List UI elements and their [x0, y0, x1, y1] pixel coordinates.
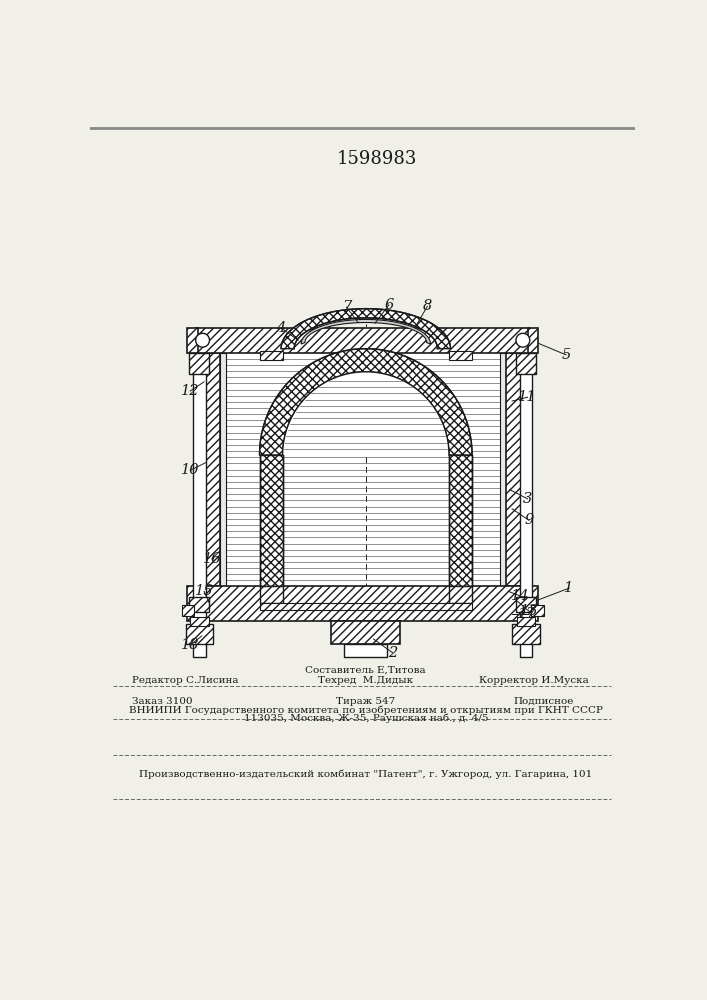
Text: 7: 7 [342, 300, 351, 314]
Text: 15: 15 [195, 584, 214, 598]
Text: 11: 11 [518, 390, 537, 404]
Text: 6: 6 [385, 298, 394, 312]
Bar [189, 597, 209, 612]
Text: 17: 17 [518, 607, 537, 621]
Text: 8: 8 [423, 299, 432, 313]
Bar [182, 605, 194, 616]
Bar [517, 617, 535, 626]
Bar [193, 353, 206, 657]
Circle shape [516, 333, 530, 347]
Bar [449, 351, 472, 360]
Bar [259, 351, 283, 360]
Bar [516, 597, 536, 612]
Bar [506, 353, 529, 586]
Bar [516, 353, 536, 374]
Text: 1: 1 [564, 581, 573, 595]
Text: Составитель Е,Титова: Составитель Е,Титова [305, 666, 426, 675]
Bar [219, 353, 226, 586]
Polygon shape [281, 309, 450, 349]
Text: 5: 5 [561, 348, 571, 362]
Bar [520, 353, 532, 657]
Text: 16: 16 [202, 552, 221, 566]
Text: 9: 9 [525, 513, 534, 527]
Bar [189, 353, 209, 374]
Text: 12: 12 [181, 384, 199, 398]
Bar [331, 620, 400, 644]
Bar [344, 644, 387, 657]
Text: 3: 3 [523, 492, 532, 506]
Polygon shape [259, 349, 472, 455]
Text: 14: 14 [510, 589, 529, 603]
Text: Тираж 547: Тираж 547 [336, 697, 395, 706]
Bar [449, 455, 472, 586]
Text: 13: 13 [520, 604, 538, 618]
Text: 4: 4 [276, 321, 286, 335]
Text: Корректор И.Муска: Корректор И.Муска [479, 676, 589, 685]
Bar [187, 328, 198, 353]
Polygon shape [301, 319, 431, 344]
Text: Производственно-издательский комбинат "Патент", г. Ужгород, ул. Гагарина, 101: Производственно-издательский комбинат "П… [139, 770, 592, 779]
Text: 2: 2 [388, 646, 397, 660]
Text: 113035, Москва, Ж-35, Раушская наб., д. 4/5: 113035, Москва, Ж-35, Раушская наб., д. … [243, 714, 488, 723]
Text: 1598983: 1598983 [337, 149, 418, 167]
Bar [532, 605, 544, 616]
Bar [219, 353, 506, 586]
Bar [449, 586, 472, 603]
Bar [527, 328, 538, 353]
Polygon shape [283, 372, 449, 455]
Bar [187, 586, 538, 620]
Bar [190, 617, 209, 626]
Text: Подписное: Подписное [514, 697, 574, 706]
Bar [259, 603, 472, 610]
Bar [500, 353, 506, 586]
Text: ВНИИПИ Государственного комитета по изобретениям и открытиям при ГКНТ СССР: ВНИИПИ Государственного комитета по изоб… [129, 706, 603, 715]
Text: Техред  М.Дидык: Техред М.Дидык [318, 676, 414, 685]
Text: Редактор С.Лисина: Редактор С.Лисина [132, 676, 239, 685]
Text: 18: 18 [181, 638, 199, 652]
Circle shape [196, 333, 209, 347]
Text: 10: 10 [181, 463, 199, 477]
Bar [186, 624, 214, 644]
Bar [197, 353, 219, 586]
Bar [259, 455, 283, 586]
Bar [197, 328, 529, 353]
Text: Заказ 3100: Заказ 3100 [132, 697, 193, 706]
Bar [259, 586, 283, 603]
Bar [512, 624, 540, 644]
